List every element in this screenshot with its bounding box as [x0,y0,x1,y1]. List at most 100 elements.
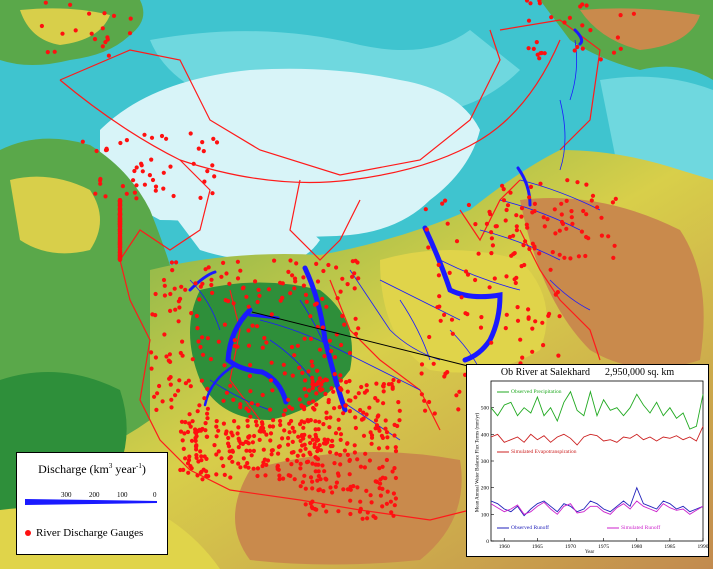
gauge-point [557,252,562,257]
legend-gauge-entry: River Discharge Gauges [25,527,143,539]
gauge-point [149,135,155,140]
gauge-point [330,443,335,449]
gauge-point [205,406,210,411]
gauge-point [310,375,315,380]
gauge-point [383,476,388,481]
gauge-point [397,418,402,423]
gauge-point [315,368,320,373]
gauge-point [102,11,107,16]
x-tick-label: 1985 [664,544,675,550]
gauge-point [283,408,288,413]
gauge-point [334,480,339,485]
gauge-point [584,182,589,187]
gauge-point [269,360,274,365]
gauge-point [149,366,154,371]
gauge-point [324,304,329,309]
gauge-point [314,301,319,306]
gauge-point [185,429,191,435]
gauge-point [533,319,538,324]
gauge-point [261,429,266,434]
gauge-point [590,193,596,198]
gauge-point [268,407,273,412]
gauge-point [236,445,241,450]
gauge-point [216,339,221,344]
gauge-point [567,15,573,20]
gauge-point [478,325,484,330]
gauge-point [177,378,182,383]
y-tick-label: 500 [481,406,490,412]
gauge-point [358,407,363,413]
gauge-point [89,31,94,36]
gauge-point [199,454,204,459]
gauge-point [301,275,306,280]
gauge-point [324,415,329,421]
gauge-point [290,406,295,411]
gauge-point [228,475,233,480]
y-tick-label: 0 [486,539,489,545]
gauge-point [576,254,582,259]
land-west-highland [10,176,100,254]
gauge-point [185,461,191,466]
gauge-point [169,260,174,265]
gauge-point [161,186,166,191]
gauge-point [377,428,382,433]
gauge-point [303,486,308,491]
gauge-point [321,441,327,446]
gauge-point [504,312,509,317]
gauge-point [154,407,159,412]
gauge-point [212,443,217,448]
gauge-point [221,398,226,403]
gauge-point [248,414,253,419]
gauge-point [501,187,506,192]
gauge-point [341,411,346,416]
gauge-point [161,170,166,175]
gauge-point [500,183,505,188]
gauge-point [317,443,322,448]
gauge-point [187,412,192,417]
gauge-point [303,292,309,297]
gauge-point [321,422,326,427]
legend-title: Discharge (km3 year-1) [17,462,167,477]
gauge-point [276,451,281,456]
gauge-point [254,423,259,428]
gauge-point [303,378,308,383]
gauge-point [304,299,309,304]
gauge-point [93,191,98,196]
gauge-point [315,478,320,483]
gauge-point [292,353,297,358]
gauge-point [489,340,494,345]
gauge-point [321,378,326,384]
gauge-point [476,251,481,256]
gauge-point [197,297,202,302]
x-tick-label: 1990 [698,544,709,550]
gauge-point [310,399,316,404]
land-northeast-high [580,8,700,51]
gauge-point [103,194,108,199]
gauge-point [318,477,323,482]
gauge-point [328,415,333,420]
chart-canvas: 0 100 200 300 400 500 1960 1965 1970 1975 1980 1985… [481,380,709,550]
gauge-point [326,262,331,268]
gauge-point [618,13,623,18]
gauge-point [227,449,232,454]
gauge-point [236,461,241,466]
gauge-point [194,447,199,452]
gauge-point [226,441,231,446]
gauge-point [162,283,167,288]
gauge-point [264,340,269,345]
gauge-point [537,56,542,61]
gauge-point [393,475,398,481]
legend-tick: 100 [117,491,128,499]
gauge-point [419,371,424,376]
gauge-point [364,488,369,493]
gauge-point [330,438,335,443]
gauge-point [246,465,251,470]
gauge-point [164,136,169,141]
gauge-point [134,183,139,188]
gauge-point [383,426,388,431]
gauge-point [437,304,442,309]
gauge-point [345,282,350,287]
gauge-point [294,459,299,464]
gauge-point [206,265,211,270]
